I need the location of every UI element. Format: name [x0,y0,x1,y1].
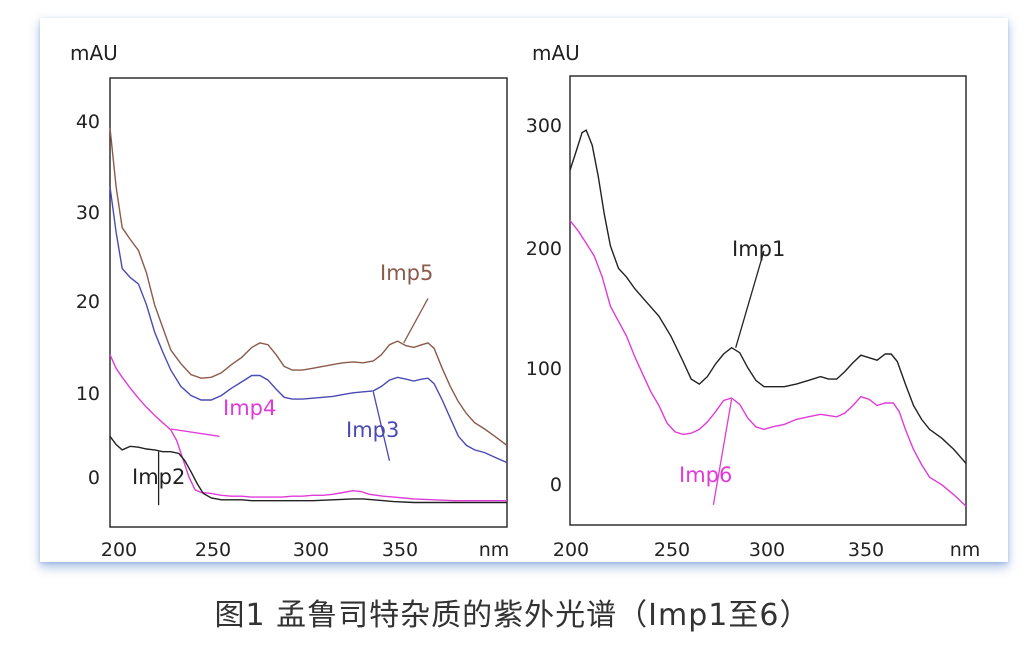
y-tick-label-left-40: 40 [76,111,100,133]
x-tick-label-right-350: 350 [848,539,884,561]
x-tick-label-right-250: 250 [654,539,690,561]
y-axis-unit-left: mAU [70,41,118,65]
annotation-imp5: Imp5 [380,261,433,285]
annotation-imp2: Imp2 [132,465,185,489]
annotation-leader-imp1 [735,250,765,348]
figure-caption: 图1 孟鲁司特杂质的紫外光谱（Imp1至6） [214,598,811,633]
y-tick-label-left-30: 30 [76,202,100,224]
chart-left: mAU 0 10 20 30 40 200 250 300 350 nm Imp… [70,41,509,561]
plot-frame-right [569,75,967,526]
series-line-imp6 [569,220,967,507]
x-axis-unit-right: nm [950,539,981,561]
annotation-leader-imp3 [372,391,391,461]
annotation-leader-imp6 [712,399,733,506]
y-tick-label-left-20: 20 [76,291,100,313]
annotation-imp4: Imp4 [223,396,276,420]
annotation-leader-imp5 [403,298,429,344]
y-tick-label-right-0: 0 [550,474,562,496]
chart-right: mAU 0 100 200 300 200 250 300 350 nm Imp… [526,41,981,561]
y-axis-unit-right: mAU [532,41,580,65]
annotation-imp3: Imp3 [346,418,399,442]
annotation-imp6: Imp6 [679,463,732,487]
y-tick-label-right-300: 300 [526,115,562,137]
x-tick-label-left-300: 300 [293,539,329,561]
spectra-figure: mAU 0 10 20 30 40 200 250 300 350 nm Imp… [70,41,981,561]
x-tick-label-right-300: 300 [749,539,785,561]
series-line-imp3 [109,186,508,464]
annotation-imp1: Imp1 [732,237,785,261]
series-line-imp1 [569,129,967,464]
figure-card: mAU 0 10 20 30 40 200 250 300 350 nm Imp… [40,18,1008,562]
series-line-imp4 [109,354,507,502]
x-tick-label-left-350: 350 [382,539,418,561]
y-tick-label-right-100: 100 [526,358,562,380]
y-tick-label-left-0: 0 [88,467,100,489]
x-tick-label-left-200: 200 [101,539,137,561]
annotation-leader-imp4 [170,428,220,437]
x-tick-label-left-250: 250 [195,539,231,561]
y-tick-label-left-10: 10 [76,383,100,405]
plot-frame-left [109,77,508,528]
series-line-imp5 [109,127,508,446]
x-axis-unit-left: nm [479,539,510,561]
x-tick-label-right-200: 200 [553,539,589,561]
y-tick-label-right-200: 200 [526,238,562,260]
series-line-imp2 [109,435,507,504]
